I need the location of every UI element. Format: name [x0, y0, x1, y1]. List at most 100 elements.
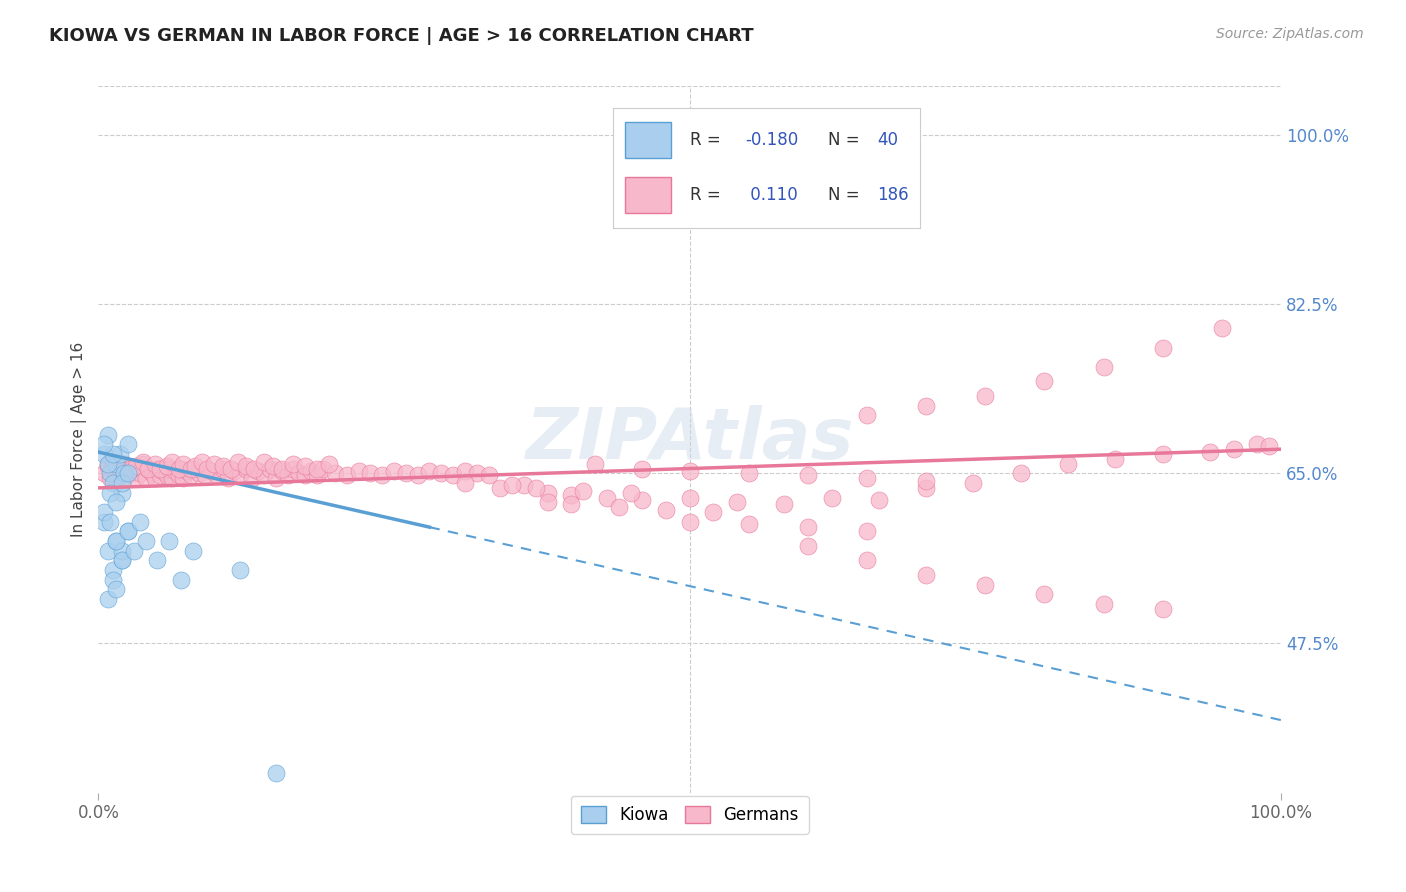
Point [915, 568, 938, 582]
Point [974, 577, 997, 591]
Point [105, 476, 128, 491]
Point [97, 543, 120, 558]
Point [560, 497, 582, 511]
Point [915, 474, 938, 488]
Text: ZIPAtlas: ZIPAtlas [526, 405, 853, 474]
Point [125, 458, 148, 473]
Point [270, 461, 292, 475]
Point [264, 471, 287, 485]
Point [1211, 321, 1233, 335]
Point [97, 592, 120, 607]
Point [915, 481, 938, 495]
Point [1033, 587, 1056, 601]
Point [122, 543, 145, 558]
Point [915, 399, 938, 413]
Point [97, 458, 120, 473]
Point [631, 461, 654, 475]
Point [797, 539, 820, 553]
Point [105, 582, 128, 597]
Point [262, 458, 284, 473]
Point [101, 476, 124, 491]
Point [111, 476, 134, 491]
Point [583, 457, 606, 471]
Point [501, 478, 523, 492]
Point [1152, 602, 1174, 616]
Point [93, 467, 115, 481]
Point [194, 468, 217, 483]
Point [136, 461, 159, 475]
Point [156, 468, 179, 483]
Point [277, 468, 299, 483]
Point [105, 534, 128, 549]
Point [738, 516, 761, 531]
Point [537, 485, 560, 500]
Point [336, 468, 359, 483]
Point [1057, 457, 1080, 471]
Point [135, 471, 157, 485]
Point [441, 468, 464, 483]
Point [136, 461, 159, 475]
Point [211, 461, 233, 475]
Point [1152, 341, 1174, 355]
Point [679, 491, 702, 505]
Point [101, 573, 124, 587]
Point [655, 503, 678, 517]
Point [149, 461, 172, 475]
Point [93, 447, 115, 461]
Point [229, 468, 252, 483]
Point [283, 461, 305, 475]
Point [856, 524, 879, 539]
Point [101, 461, 124, 475]
Point [679, 465, 702, 479]
Point [1258, 439, 1281, 453]
Point [108, 447, 131, 461]
Point [856, 553, 879, 567]
Point [111, 543, 134, 558]
Point [235, 461, 257, 475]
Point [128, 515, 150, 529]
Point [141, 467, 163, 481]
Point [243, 461, 266, 475]
Point [111, 467, 134, 481]
Point [156, 458, 179, 473]
Point [247, 465, 270, 479]
Point [121, 461, 143, 475]
Point [132, 457, 155, 471]
Point [97, 427, 120, 442]
Point [513, 478, 536, 492]
Point [132, 455, 155, 469]
Point [318, 457, 340, 471]
Point [868, 493, 890, 508]
Point [1104, 451, 1126, 466]
Point [146, 553, 169, 567]
Point [170, 461, 193, 475]
Point [97, 457, 120, 471]
Point [117, 524, 139, 539]
Point [226, 455, 249, 469]
Point [307, 461, 329, 475]
Point [478, 468, 501, 483]
Point [1199, 445, 1222, 459]
Point [702, 505, 724, 519]
Point [98, 515, 121, 529]
Point [217, 471, 239, 485]
Point [122, 461, 145, 475]
Point [454, 476, 477, 491]
Point [108, 457, 131, 471]
Point [149, 468, 172, 483]
Point [679, 515, 702, 529]
Point [773, 497, 796, 511]
Point [395, 467, 418, 481]
Point [299, 465, 322, 479]
Point [105, 495, 128, 509]
Point [167, 468, 190, 483]
Point [219, 461, 242, 475]
Point [195, 461, 218, 475]
Point [537, 495, 560, 509]
Text: Source: ZipAtlas.com: Source: ZipAtlas.com [1216, 27, 1364, 41]
Text: KIOWA VS GERMAN IN LABOR FORCE | AGE > 16 CORRELATION CHART: KIOWA VS GERMAN IN LABOR FORCE | AGE > 1… [49, 27, 754, 45]
Point [974, 389, 997, 403]
Point [430, 467, 453, 481]
Point [170, 573, 193, 587]
Point [143, 471, 166, 485]
